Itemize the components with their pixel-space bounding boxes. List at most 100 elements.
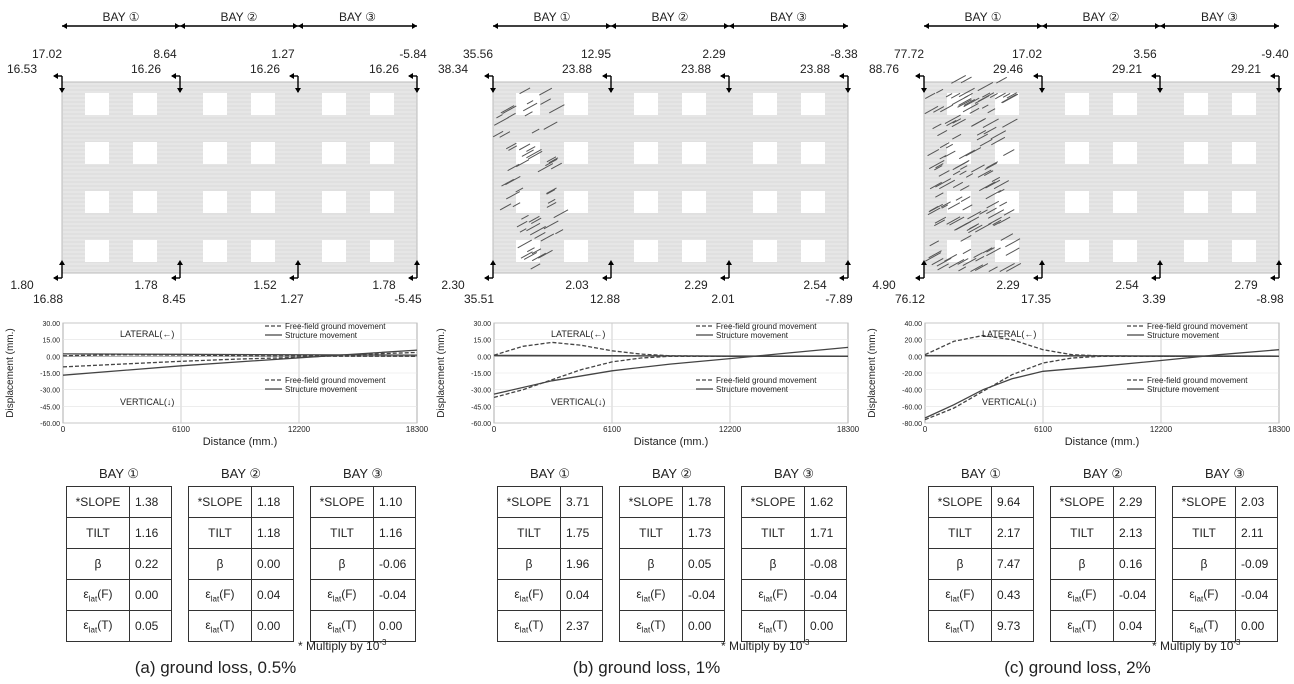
metric-label: *SLOPE — [741, 486, 805, 518]
crack-mark — [546, 189, 556, 195]
crack-mark — [501, 178, 515, 187]
top-marker-head — [839, 73, 844, 79]
crack-mark — [538, 249, 553, 259]
window-opening — [1065, 142, 1089, 164]
crack-mark — [934, 216, 947, 224]
metric-symbol: ε — [83, 586, 89, 601]
top-displacement-label: -9.40 — [1261, 47, 1289, 61]
top-inner-label: 38.34 — [438, 62, 468, 76]
crack-mark — [553, 209, 569, 219]
bottom-marker-head — [726, 260, 732, 265]
metric-value: 2.13 — [1113, 517, 1156, 549]
metric-suffix: (F) — [772, 586, 788, 601]
y-tick-label: -60.00 — [902, 404, 922, 411]
window-opening — [1065, 191, 1089, 213]
top-displacement-label: -5.84 — [399, 47, 427, 61]
crack-mark — [960, 185, 970, 191]
top-marker-head — [289, 73, 294, 79]
metric-symbol: ε — [205, 586, 211, 601]
top-displacement-label: -8.38 — [830, 47, 858, 61]
crack-mark — [960, 165, 968, 170]
table-row: εlat(F) 0.43 — [928, 579, 1034, 611]
displacement-chart: 0 6100 12200 18300 40.00 20.00 0.00 -20.00 -40.0… — [867, 321, 1291, 448]
metric-value: 2.17 — [991, 517, 1034, 549]
crack-mark — [944, 150, 956, 158]
series-line-vertical-solid — [924, 349, 1280, 419]
table-row: εlat(F) -0.04 — [741, 579, 847, 611]
window-opening — [85, 142, 109, 164]
table-row: TILT 1.71 — [741, 517, 847, 549]
metric-suffix: (F) — [1203, 586, 1219, 601]
crack-mark — [960, 76, 972, 84]
bottom-displacement-label: 2.03 — [565, 278, 589, 292]
crack-mark — [960, 235, 972, 242]
window-opening — [801, 93, 825, 115]
x-tick-label: 6100 — [172, 425, 190, 434]
table-header: BAY ① — [529, 466, 571, 481]
vertical-annotation: VERTICAL(↓) — [982, 397, 1036, 407]
window-opening — [682, 240, 706, 262]
crack-mark — [955, 196, 963, 201]
bay-label: BAY ② — [1083, 10, 1120, 24]
bottom-inner-label: 17.35 — [1021, 292, 1051, 306]
legend-label: Free-field ground movement — [716, 322, 817, 331]
metric-label: *SLOPE — [1172, 486, 1236, 518]
bay-arrow-head — [1274, 23, 1279, 29]
legend-label: Free-field ground movement — [1147, 322, 1248, 331]
metric-symbol: ε — [758, 586, 764, 601]
top-marker-head — [726, 88, 732, 93]
window-opening — [322, 93, 346, 115]
metric-value: 1.16 — [129, 517, 172, 549]
y-tick-label: -30.00 — [40, 388, 60, 395]
crack-mark — [971, 117, 987, 127]
crack-mark — [529, 226, 546, 236]
panel-figure: BAY ① BAY ② BAY ③ 17.02 8.64 1.27 -5.84 16.53 16… — [5, 10, 429, 448]
crack-mark — [546, 187, 557, 194]
metric-label: εlat(F) — [928, 579, 992, 611]
window-opening — [133, 142, 157, 164]
window-opening — [1113, 142, 1137, 164]
metric-symbol: ε — [1189, 586, 1195, 601]
table-header: BAY ② — [651, 466, 693, 481]
table-row: *SLOPE 9.64 — [928, 486, 1034, 518]
metric-value: 0.22 — [129, 548, 172, 580]
crack-mark — [958, 87, 975, 98]
crack-mark — [989, 92, 998, 99]
bottom-marker-head — [608, 260, 614, 265]
crack-mark — [1002, 93, 1011, 98]
crack-mark — [530, 263, 541, 270]
window-opening — [947, 191, 971, 213]
metric-value: 1.73 — [682, 517, 725, 549]
y-tick-label: -45.00 — [40, 404, 60, 411]
top-inner-label: 16.53 — [7, 62, 37, 76]
bay-table-1: BAY ① *SLOPE 9.64 TILT 2.17 β 7.47 εlat(F) 0.43 ε… — [928, 466, 1034, 642]
bottom-marker-head — [295, 260, 301, 265]
y-tick-label: 20.00 — [904, 338, 922, 345]
panel-figure: BAY ① BAY ② BAY ③ 77.72 17.02 3.56 -9.40 88.76 2… — [867, 10, 1291, 448]
bay-arrow-head — [1155, 23, 1160, 29]
bottom-inner-label: -8.98 — [1256, 292, 1284, 306]
bottom-marker-head — [915, 275, 920, 281]
crack-mark — [524, 111, 533, 117]
legend-label: Free-field ground movement — [285, 376, 386, 385]
window-opening — [801, 142, 825, 164]
metric-symbol: ε — [945, 617, 951, 632]
crack-mark — [957, 258, 969, 265]
crack-mark — [492, 130, 504, 138]
crack-mark — [986, 207, 997, 215]
table-row: εlat(F) 0.04 — [188, 579, 294, 611]
crack-mark — [965, 147, 982, 157]
bay-label: BAY ① — [965, 10, 1002, 24]
table-row: β 7.47 — [928, 548, 1034, 580]
table-row: *SLOPE 1.62 — [741, 486, 847, 518]
metric-label: εlat(T) — [66, 610, 130, 642]
x-tick-label: 6100 — [1034, 425, 1052, 434]
bottom-marker-head — [171, 275, 176, 281]
crack-mark — [546, 156, 557, 163]
crack-mark — [519, 87, 531, 95]
crack-mark — [962, 248, 972, 255]
metric-subscript: lat — [210, 625, 220, 635]
crack-mark — [550, 162, 562, 170]
crack-mark — [939, 179, 956, 190]
metric-suffix: (F) — [341, 586, 357, 601]
